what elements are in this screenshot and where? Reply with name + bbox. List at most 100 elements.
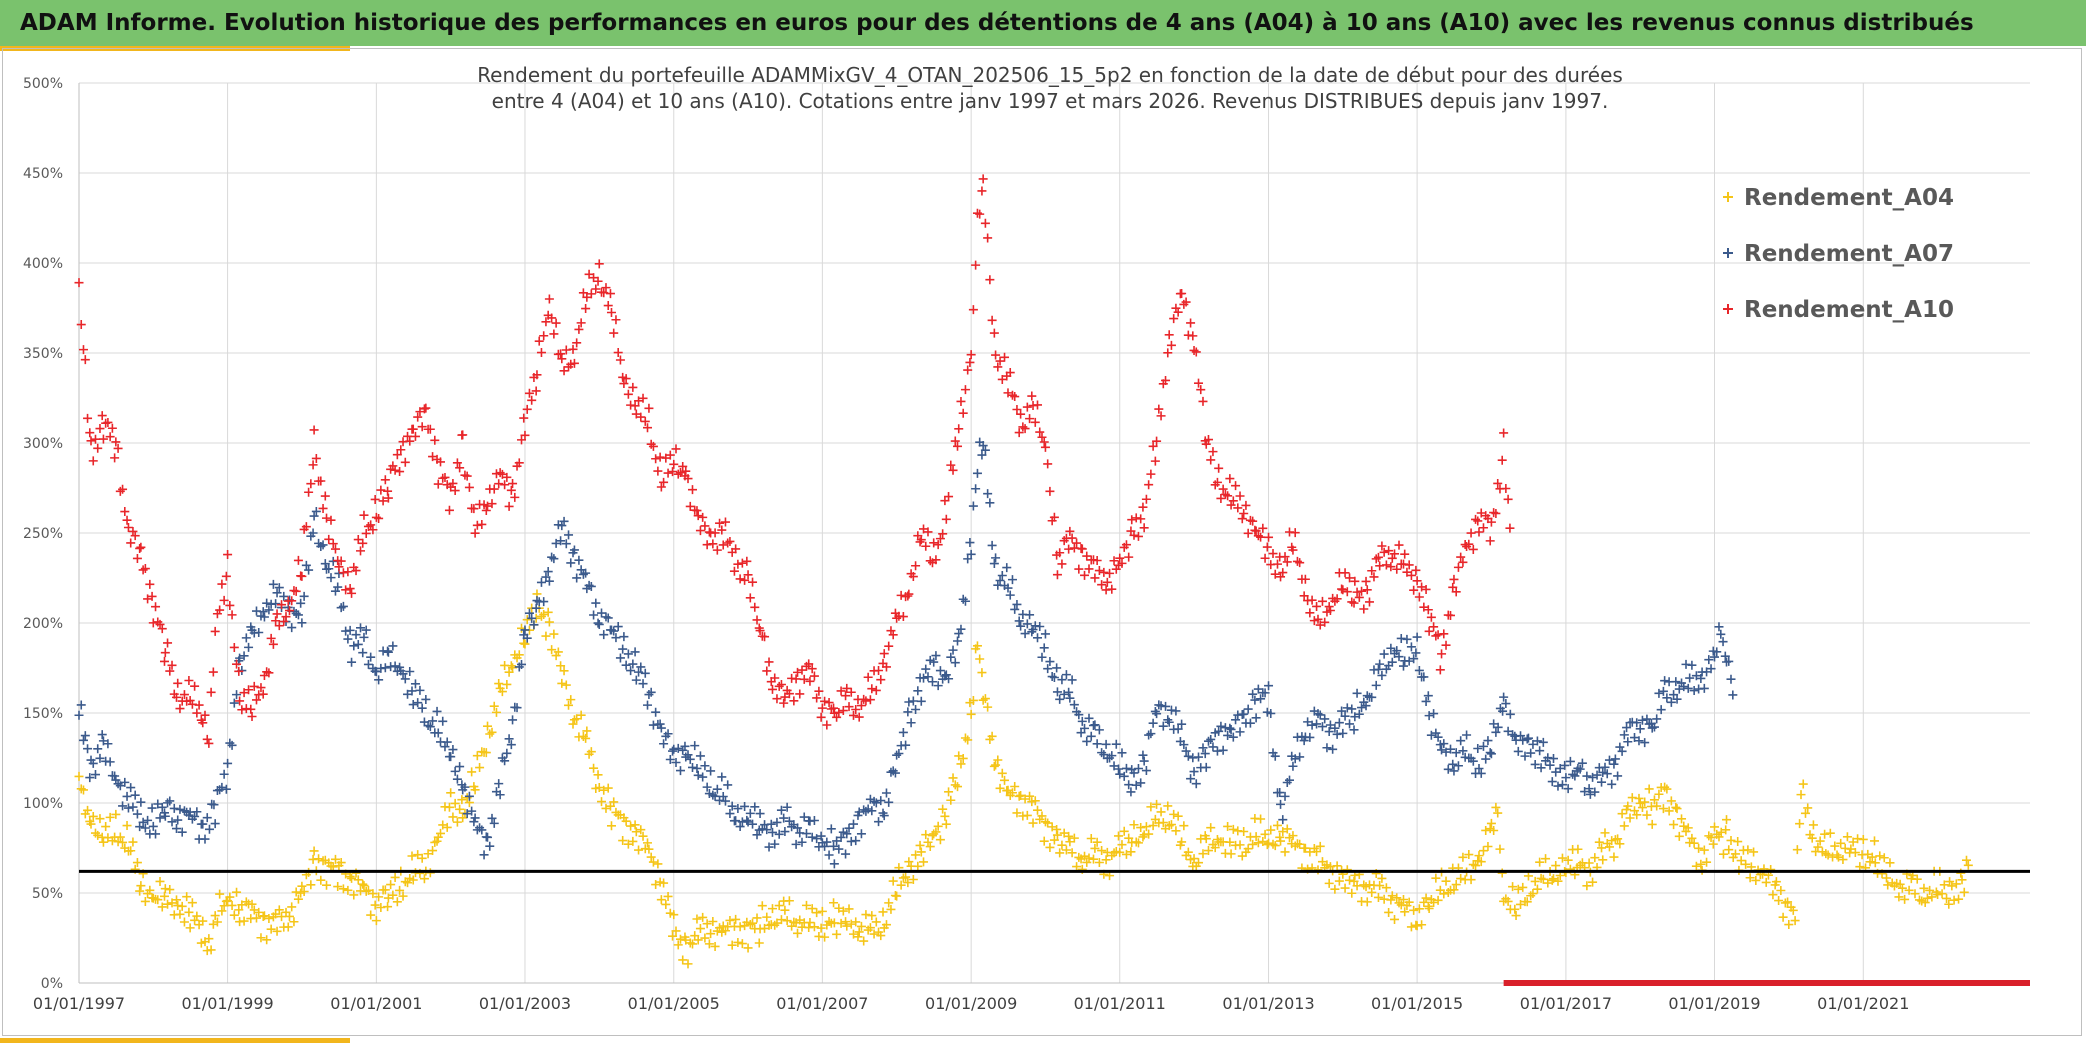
data-point [177, 901, 187, 911]
data-point [1749, 847, 1759, 857]
data-point [653, 466, 663, 476]
data-point [745, 808, 755, 818]
data-point [390, 872, 400, 882]
data-point [326, 573, 336, 583]
data-point [946, 460, 956, 470]
data-point [1136, 514, 1146, 524]
data-point [83, 805, 93, 815]
data-point [938, 804, 948, 814]
data-point [881, 662, 891, 672]
data-point [551, 318, 561, 328]
data-point [1557, 780, 1567, 790]
data-point [1466, 875, 1476, 885]
data-point [1486, 818, 1496, 828]
data-point [1375, 561, 1385, 571]
data-point [1486, 517, 1496, 527]
data-point [1138, 750, 1148, 760]
data-point [1030, 417, 1040, 427]
data-point [748, 819, 758, 829]
data-point [190, 915, 200, 925]
data-point [807, 904, 817, 914]
data-point [975, 654, 985, 664]
data-point [824, 850, 834, 860]
data-point [559, 666, 569, 676]
data-point [527, 395, 537, 405]
data-point [1220, 489, 1230, 499]
data-point [814, 686, 824, 696]
data-point [966, 709, 976, 719]
data-point [111, 809, 121, 819]
data-point [333, 582, 343, 592]
chart-title-line: Rendement du portefeuille ADAMMixGV_4_OT… [477, 63, 1623, 87]
data-point [536, 577, 546, 587]
data-point [469, 504, 479, 514]
data-point [946, 795, 956, 805]
data-point [1718, 637, 1728, 647]
data-point [628, 836, 638, 846]
data-point [1214, 726, 1224, 736]
data-point [76, 784, 86, 794]
data-point [522, 633, 532, 643]
data-point [494, 479, 504, 489]
data-point [1499, 428, 1509, 438]
data-point [842, 829, 852, 839]
data-point [272, 926, 282, 936]
data-point [1177, 719, 1187, 729]
data-point [876, 675, 886, 685]
data-point [1325, 606, 1335, 616]
data-point [1164, 717, 1174, 727]
data-point [1022, 619, 1032, 629]
data-point [659, 739, 669, 749]
data-point [262, 598, 272, 608]
data-point [1107, 584, 1117, 594]
data-point [987, 540, 997, 550]
data-point [888, 876, 898, 886]
data-point [977, 186, 987, 196]
data-point [1037, 811, 1047, 821]
data-point [842, 921, 852, 931]
data-point [879, 811, 889, 821]
data-point [1594, 837, 1604, 847]
data-point [1248, 689, 1258, 699]
data-point [1728, 690, 1738, 700]
data-point [1400, 907, 1410, 917]
data-point [497, 687, 507, 697]
data-point [345, 625, 355, 635]
data-point [1067, 675, 1077, 685]
data-point [656, 482, 666, 492]
data-point [1476, 857, 1486, 867]
data-point [1275, 788, 1285, 798]
data-point [966, 350, 976, 360]
data-point [743, 570, 753, 580]
data-point [110, 771, 120, 781]
data-point [301, 560, 311, 570]
data-point [1337, 706, 1347, 716]
data-point [1532, 884, 1542, 894]
data-point [336, 603, 346, 613]
data-point [1666, 796, 1676, 806]
data-point [1256, 532, 1266, 542]
data-point [1102, 577, 1112, 587]
data-point [163, 638, 173, 648]
data-point [330, 586, 340, 596]
data-point [1179, 821, 1189, 831]
data-point [1820, 829, 1830, 839]
data-point [1499, 692, 1509, 702]
data-point [279, 616, 289, 626]
data-point [1483, 736, 1493, 746]
data-point [712, 545, 722, 555]
data-point [971, 260, 981, 270]
data-point [502, 472, 512, 482]
data-point [1173, 307, 1183, 317]
data-point [1788, 905, 1798, 915]
data-point [569, 358, 579, 368]
data-point [789, 696, 799, 706]
data-point [506, 740, 516, 750]
data-point [1268, 549, 1278, 559]
data-point [247, 899, 257, 909]
data-point [594, 619, 604, 629]
data-point [1014, 616, 1024, 626]
data-point [448, 745, 458, 755]
data-point [489, 701, 499, 711]
data-point [1288, 545, 1298, 555]
